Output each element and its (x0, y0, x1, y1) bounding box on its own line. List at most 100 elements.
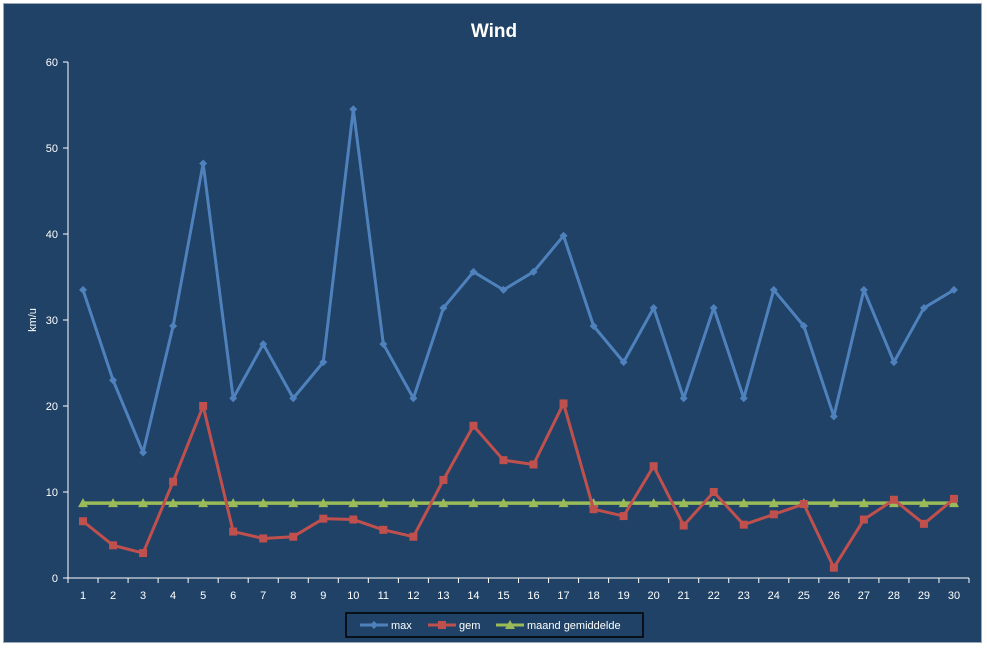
data-point (319, 358, 328, 367)
data-point (649, 303, 658, 312)
x-tick-label: 2 (110, 590, 116, 602)
data-point (589, 505, 598, 514)
x-tick-label: 6 (230, 590, 236, 602)
data-point (768, 498, 779, 508)
data-point (138, 498, 149, 508)
data-point (349, 515, 358, 524)
x-tick-label: 12 (407, 590, 419, 602)
data-point (708, 498, 719, 508)
data-point (889, 358, 898, 367)
data-point (709, 488, 718, 496)
data-point (139, 448, 148, 457)
data-point (919, 303, 928, 312)
data-point (289, 532, 298, 541)
data-point (199, 159, 208, 168)
data-point (738, 498, 749, 508)
data-point (79, 517, 88, 526)
x-tick-label: 25 (798, 590, 810, 602)
x-tick-label: 18 (587, 590, 599, 602)
data-point (169, 477, 178, 486)
data-point (318, 498, 329, 508)
data-point (378, 498, 389, 508)
data-point (109, 541, 118, 550)
data-point (319, 514, 328, 523)
series-line (81, 107, 955, 454)
x-tick-label: 10 (347, 590, 359, 602)
data-point (949, 285, 958, 294)
legend-item: max (360, 620, 412, 632)
data-point (649, 462, 658, 471)
chart-title: Wind (471, 21, 517, 42)
data-point (109, 376, 118, 385)
data-point (739, 394, 748, 403)
x-tick-label: 1 (80, 590, 86, 602)
data-point (349, 105, 358, 114)
data-point (409, 532, 418, 541)
legend-box (345, 612, 644, 638)
y-axis-label: km/u (27, 308, 39, 332)
data-point (918, 498, 929, 508)
data-point (139, 549, 148, 558)
x-tick-label: 14 (467, 590, 479, 602)
data-point (258, 498, 269, 508)
data-point (288, 498, 299, 508)
data-point (379, 525, 388, 534)
data-point (198, 498, 209, 508)
data-point (168, 498, 179, 508)
data-point (799, 500, 808, 509)
y-tick-label: 0 (52, 573, 58, 585)
series-layer (78, 105, 959, 572)
data-point (829, 563, 838, 572)
x-tick-label: 21 (678, 590, 690, 602)
data-point (438, 498, 449, 508)
y-tick-label: 50 (46, 143, 58, 155)
data-point (409, 394, 418, 403)
data-point (619, 512, 628, 521)
data-point (678, 498, 689, 508)
data-point (859, 285, 868, 294)
series-gem (79, 399, 958, 572)
legend-item: gem (428, 620, 480, 632)
data-point (469, 421, 478, 430)
x-tick-label: 3 (140, 590, 146, 602)
x-tick-label: 4 (170, 590, 176, 602)
data-point (499, 285, 508, 294)
x-tick-label: 22 (708, 590, 720, 602)
data-point (529, 267, 538, 276)
y-tick-label: 30 (46, 315, 58, 327)
x-tick-label: 23 (738, 590, 750, 602)
data-point (618, 498, 629, 508)
x-tick-label: 5 (200, 590, 206, 602)
x-tick-label: 29 (918, 590, 930, 602)
x-tick-label: 9 (320, 590, 326, 602)
data-point (229, 394, 238, 403)
x-tick-label: 8 (290, 590, 296, 602)
x-tick-label: 13 (437, 590, 449, 602)
data-point (769, 510, 778, 519)
data-point (799, 322, 808, 331)
data-point (648, 498, 659, 508)
x-tick-label: 24 (768, 590, 780, 602)
legend: max gem maand gemiddelde (345, 612, 644, 638)
data-point (619, 358, 628, 367)
data-point (408, 498, 419, 508)
x-tick-label: 11 (378, 590, 389, 602)
data-point (199, 402, 208, 410)
legend-marker (370, 621, 378, 629)
data-point (949, 494, 958, 503)
data-point (769, 285, 778, 294)
data-point (259, 534, 268, 543)
series-line (82, 401, 955, 570)
data-point (439, 475, 448, 484)
x-tick-label: 17 (557, 590, 569, 602)
x-tick-label: 28 (888, 590, 900, 602)
data-point (589, 322, 598, 331)
data-point (439, 303, 448, 312)
series-maand-gemiddelde (78, 498, 959, 508)
x-tick-label: 19 (617, 590, 629, 602)
data-point (709, 303, 718, 312)
y-tick-label: 40 (46, 229, 58, 241)
data-point (558, 498, 569, 508)
x-tick-label: 26 (828, 590, 840, 602)
